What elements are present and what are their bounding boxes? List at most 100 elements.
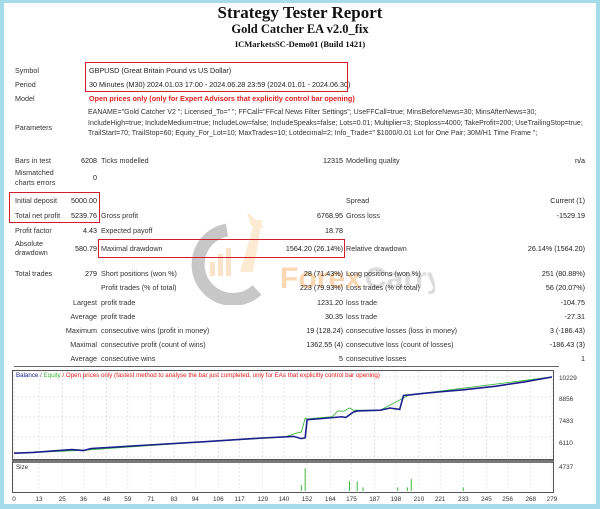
largest-loss-value: -104.75: [560, 298, 585, 307]
gross-profit-label: Gross profit: [101, 211, 139, 220]
x-tick-11: 129: [257, 496, 269, 503]
absolute-drawdown-row-2: drawdown: [0, 247, 600, 258]
mismatched-label-2: charts errors: [15, 178, 56, 187]
maximal-drawdown-label: Maximal drawdown: [101, 244, 163, 253]
absolute-drawdown-value: 580.79: [75, 244, 97, 253]
symbol-value: GBPUSD (Great Britain Pound vs US Dollar…: [89, 66, 232, 75]
period-row: Period 30 Minutes (M30) 2024.01.03 17:00…: [0, 79, 600, 90]
period-label: Period: [15, 80, 36, 89]
model-label: Model: [15, 94, 35, 103]
x-tick-1: 13: [35, 496, 43, 503]
x-tick-16: 187: [369, 496, 380, 503]
average-prefix: Average: [70, 312, 97, 321]
bars-value: 6208: [81, 156, 97, 165]
gross-profit-value: 6768.95: [317, 211, 343, 220]
profit-trades-label: Profit trades (% of total): [101, 283, 177, 292]
bars-row: Bars in test 6208 Ticks modelled 12315 M…: [0, 155, 600, 166]
quality-label: Modelling quality: [346, 156, 400, 165]
size-chart: Size: [12, 460, 554, 493]
average-loss-value: -27.31: [564, 312, 585, 321]
symbol-label: Symbol: [15, 66, 39, 75]
average-row: Average profit trade 30.35 loss trade -2…: [0, 311, 600, 322]
maximal-prefix: Maximal: [70, 340, 97, 349]
profit-factor-row: Profit factor 4.43 Expected payoff 18.78: [0, 225, 600, 236]
profit-trades-row: Profit trades (% of total) 223 (79.93%) …: [0, 282, 600, 293]
long-positions-label: Long positions (won %): [346, 269, 421, 278]
total-net-profit-value: 5239.76: [71, 211, 97, 220]
gross-loss-label: Gross loss: [346, 211, 380, 220]
average-consec-wins-label: consecutive wins: [101, 354, 156, 363]
total-trades-row: Total trades 279 Short positions (won %)…: [0, 268, 600, 279]
y-tick-2: 7483: [559, 418, 574, 425]
x-tick-6: 71: [147, 496, 155, 503]
total-net-profit-label: Total net profit: [15, 211, 61, 220]
x-tick-0: 0: [12, 496, 16, 503]
chart-separator: [14, 366, 559, 367]
maximum-prefix: Maximum: [65, 326, 97, 335]
mismatched-value: 0: [93, 173, 97, 182]
quality-value: n/a: [575, 156, 585, 165]
x-tick-19: 221: [434, 496, 446, 503]
deposit-profit-highlight: [9, 192, 100, 223]
server-build: ICMarketsSC-Demo01 (Build 1421): [234, 39, 366, 49]
absolute-drawdown-label-1: Absolute: [15, 239, 43, 248]
absolute-drawdown-row-1: Absolute: [0, 238, 600, 249]
x-tick-10: 117: [234, 496, 245, 503]
profit-trades-value: 223 (79.93%): [299, 283, 343, 292]
mismatched-label-1: Mismatched: [15, 168, 54, 177]
y-tick-1: 8856: [559, 396, 574, 403]
short-positions-value: 28 (71.43%): [303, 269, 343, 278]
total-trades-label: Total trades: [15, 269, 53, 278]
maximum-wins-label: consecutive wins (profit in money): [101, 326, 210, 335]
average-consec-row: Average consecutive wins 5 consecutive l…: [0, 353, 600, 364]
relative-drawdown-value: 26.14% (1564.20): [527, 244, 585, 253]
profit-factor-label: Profit factor: [15, 226, 52, 235]
legend-balance: Balance: [16, 372, 39, 379]
symbol-row: Symbol GBPUSD (Great Britain Pound vs US…: [0, 65, 600, 76]
x-tick-9: 106: [213, 496, 224, 503]
absolute-drawdown-label-2: drawdown: [15, 248, 48, 257]
initial-deposit-row: Initial deposit 5000.00 Spread Current (…: [0, 195, 600, 206]
y-tick-3: 6110: [559, 440, 573, 447]
initial-deposit-value: 5000.00: [71, 196, 97, 205]
maximal-row: Maximal consecutive profit (count of win…: [0, 339, 600, 350]
y-tick-4: 4737: [559, 464, 574, 471]
model-value: Open prices only (only for Expert Adviso…: [89, 94, 355, 103]
profit-factor-value: 4.43: [83, 226, 97, 235]
legend-description: / Open prices only (fastest method to an…: [60, 372, 380, 379]
largest-profit-value: 1231.20: [317, 298, 343, 307]
maximum-losses-value: 3 (-186.43): [549, 326, 585, 335]
maximal-drawdown-highlight: [98, 239, 345, 258]
maximal-profit-value: 1362.55 (4): [306, 340, 343, 349]
average-profit-value: 30.35: [325, 312, 343, 321]
symbol-period-highlight: [85, 62, 348, 92]
parameters-value: EANAME="Gold Catcher V2 "; Licensed_To="…: [88, 109, 583, 138]
average-profit-label: profit trade: [101, 312, 136, 321]
maximal-drawdown-value: 1564.20 (26.14%): [285, 244, 343, 253]
parameters-row: Parameters: [0, 122, 600, 133]
x-tick-20: 233: [457, 496, 469, 503]
balance-chart-plot: [13, 371, 553, 459]
size-chart-plot: [13, 463, 553, 491]
largest-prefix: Largest: [73, 298, 97, 307]
maximum-wins-value: 19 (128.24): [306, 326, 343, 335]
loss-trades-value: 56 (20.07%): [545, 283, 585, 292]
maximal-profit-label: consecutive profit (count of wins): [101, 340, 206, 349]
loss-trades-label: Loss trades (% of total): [346, 283, 420, 292]
average-consec-wins-value: 5: [339, 354, 343, 363]
total-trades-value: 279: [85, 269, 97, 278]
x-tick-14: 164: [324, 496, 336, 503]
expected-payoff-value: 18.78: [325, 226, 343, 235]
x-tick-15: 175: [346, 496, 357, 503]
x-tick-21: 245: [481, 496, 492, 503]
average-loss-label: loss trade: [346, 312, 378, 321]
legend-equity: Equity: [43, 372, 61, 379]
largest-profit-label: profit trade: [101, 298, 136, 307]
x-tick-5: 59: [124, 496, 132, 503]
balance-equity-chart: Balance / Equity / Open prices only (fas…: [12, 370, 554, 460]
mismatched-row: Mismatched: [0, 167, 600, 178]
size-label: Size: [16, 464, 29, 471]
balance-line: [13, 376, 553, 454]
maximal-loss-value: -186.43 (3): [549, 340, 585, 349]
x-tick-23: 268: [525, 496, 537, 503]
